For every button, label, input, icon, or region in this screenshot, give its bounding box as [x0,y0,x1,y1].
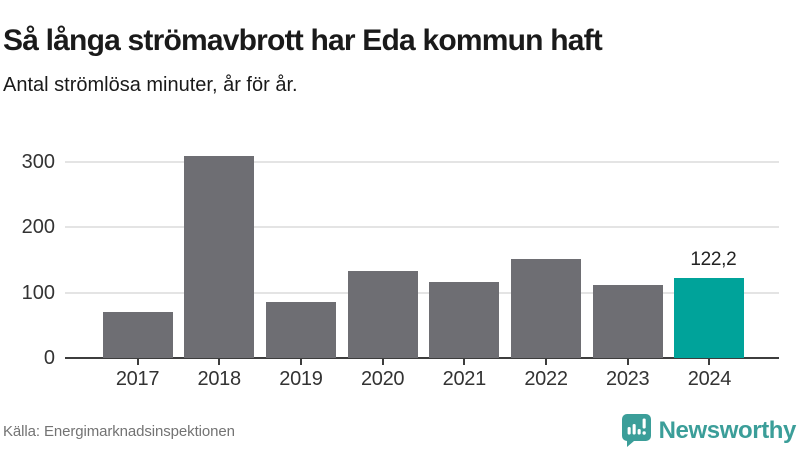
x-axis-label-2024: 2024 [687,368,732,390]
gridline-200 [65,226,779,229]
value-label-2024: 122,2 [690,249,737,271]
x-axis-tick-2021 [463,359,466,365]
x-axis-tick-2023 [626,359,629,365]
x-axis-tick-2020 [381,359,384,365]
x-axis-line [65,356,779,359]
x-axis-tick-2017 [136,359,139,365]
newsworthy-logo: Newsworthy [621,414,797,447]
y-axis-label-100: 100 [21,281,55,304]
x-axis-tick-2022 [545,359,547,365]
newsworthy-speech-bubble-bars-icon [621,414,651,447]
y-axis-label-0: 0 [43,347,55,369]
x-axis-label-2017: 2017 [115,368,160,390]
x-axis-tick-2018 [218,359,221,365]
bar-2018 [184,156,255,358]
chart-title: Så långa strömavbrott har Eda kommun haf… [3,24,603,58]
bar-2022 [511,258,581,358]
bar-2021 [429,282,500,358]
x-axis-tick-2019 [299,359,302,365]
bar-2020 [347,271,418,358]
x-axis-label-2020: 2020 [360,368,405,390]
x-axis-label-2019: 2019 [279,368,323,390]
source-note: Källa: Energimarknadsinspektionen [3,423,235,440]
x-axis-label-2021: 2021 [442,368,487,390]
plot-area: 0 100 200 300 2017 2018 2019 2020 2021 2022 2023 20… [22,150,779,389]
gridline-100 [65,291,779,294]
gridline-300 [65,161,779,164]
bar-2024 [674,278,745,358]
bar-2017 [102,312,173,358]
y-axis-label-300: 300 [21,151,55,174]
x-axis-label-2023: 2023 [606,368,650,390]
newsworthy-wordmark: Newsworthy [658,416,797,444]
bar-2019 [265,302,336,358]
x-axis-tick-2024 [708,359,711,365]
x-axis-label-2022: 2022 [524,368,568,390]
x-axis-label-2018: 2018 [197,368,242,390]
chart-subtitle: Antal strömlösa minuter, år för år. [3,74,298,96]
bar-2023 [592,284,663,358]
y-axis-label-200: 200 [21,216,55,239]
